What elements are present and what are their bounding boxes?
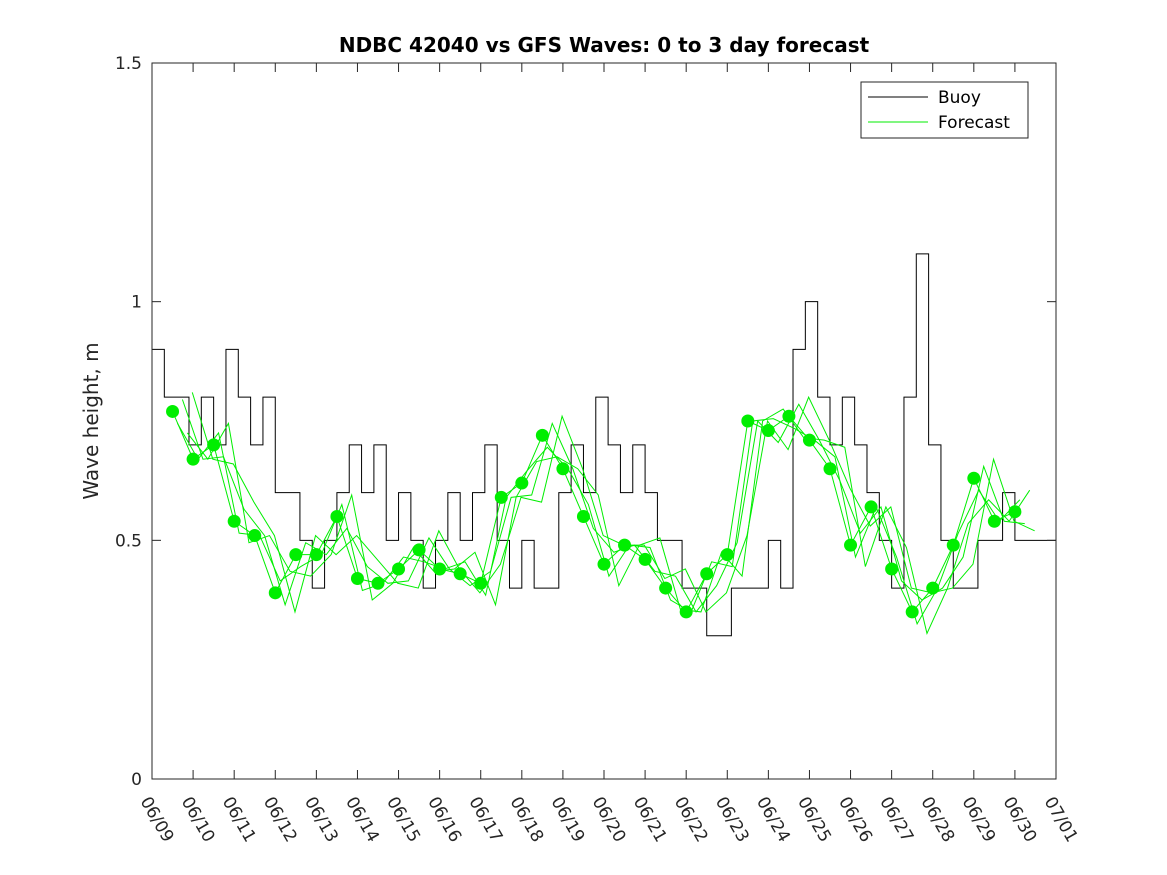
- forecast-point: [782, 409, 796, 423]
- forecast-point: [905, 605, 919, 619]
- forecast-point: [371, 576, 385, 590]
- forecast-point: [453, 567, 467, 581]
- forecast-point: [720, 548, 734, 562]
- forecast-point: [268, 586, 282, 600]
- forecast-markers: [166, 404, 1022, 619]
- forecast-point: [844, 538, 858, 552]
- forecast-point: [494, 490, 508, 504]
- y-tick-label: 1.5: [115, 54, 142, 74]
- forecast-point: [556, 462, 570, 476]
- forecast-point: [535, 428, 549, 442]
- forecast-point: [186, 452, 200, 466]
- forecast-line: [191, 392, 1035, 614]
- forecast-point: [392, 562, 406, 576]
- forecast-point: [761, 424, 775, 438]
- forecast-point: [802, 433, 816, 447]
- forecast-line: [186, 408, 1031, 635]
- forecast-point: [987, 514, 1001, 528]
- forecast-point: [741, 414, 755, 428]
- forecast-point: [618, 538, 632, 552]
- y-tick-label: 0: [131, 770, 142, 790]
- legend-box: [860, 81, 1029, 139]
- forecast-point: [207, 438, 221, 452]
- forecast-point: [659, 581, 673, 595]
- forecast-point: [289, 548, 303, 562]
- forecast-point: [638, 552, 652, 566]
- forecast-point: [597, 557, 611, 571]
- forecast-point: [309, 548, 323, 562]
- chart-title: NDBC 42040 vs GFS Waves: 0 to 3 day fore…: [339, 33, 870, 57]
- legend-label-buoy: Buoy: [938, 88, 981, 108]
- forecast-point: [330, 509, 344, 523]
- y-tick-label: 0.5: [115, 531, 142, 551]
- y-tick-label: 1: [131, 293, 142, 313]
- forecast-point: [1008, 505, 1022, 519]
- forecast-point: [576, 509, 590, 523]
- forecast-point: [515, 476, 529, 490]
- forecast-point: [412, 543, 426, 557]
- forecast-point: [864, 500, 878, 514]
- y-axis-label: Wave height, m: [79, 342, 103, 499]
- forecast-point: [679, 605, 693, 619]
- forecast-point: [700, 567, 714, 581]
- forecast-line: [181, 399, 1025, 613]
- forecast-point: [350, 572, 364, 586]
- forecast-point: [823, 462, 837, 476]
- forecast-point: [926, 581, 940, 595]
- forecast-point: [248, 529, 262, 543]
- legend-label-forecast: Forecast: [938, 113, 1010, 133]
- forecast-point: [885, 562, 899, 576]
- forecast-point: [227, 514, 241, 528]
- legend: Buoy Forecast: [860, 81, 1029, 139]
- forecast-point: [166, 404, 180, 418]
- forecast-point: [967, 471, 981, 485]
- forecast-point: [433, 562, 447, 576]
- plot-area: [152, 63, 1056, 779]
- forecast-point: [946, 538, 960, 552]
- y-axis: 0 0.5 1 1.5: [115, 54, 1056, 790]
- forecast-point: [474, 576, 488, 590]
